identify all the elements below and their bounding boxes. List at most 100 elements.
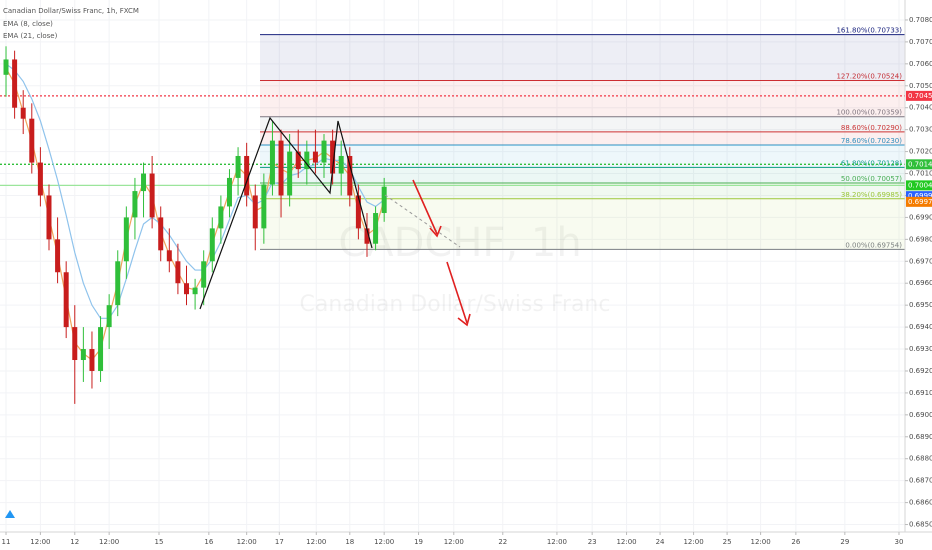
x-tick-label: 26	[791, 538, 800, 546]
x-tick-label: 12:00	[547, 538, 567, 546]
candle-body	[141, 173, 147, 192]
candle-body	[364, 228, 370, 244]
candle-body	[149, 173, 155, 218]
fib-zone	[260, 80, 905, 117]
x-tick-label: 12:00	[306, 538, 326, 546]
candle-body	[192, 287, 198, 295]
candle-body	[244, 155, 250, 196]
price-tag	[906, 90, 932, 101]
candle-body	[338, 155, 344, 174]
x-tick-label: 23	[588, 538, 597, 546]
candle-body	[3, 59, 9, 75]
fib-label: 61.80%(0.70128)	[841, 159, 902, 167]
candle-body	[295, 151, 301, 170]
x-tick-label: 16	[204, 538, 213, 546]
fib-zone	[260, 34, 905, 81]
candle-body	[209, 228, 215, 262]
x-tick-label: 12	[70, 538, 79, 546]
price-tag	[906, 180, 932, 191]
x-tick-label: 24	[656, 538, 665, 546]
ema-line	[5, 63, 385, 319]
x-tick-label: 15	[155, 538, 164, 546]
x-tick-label: 18	[345, 538, 354, 546]
y-tick-label: 0.68500	[909, 521, 932, 529]
fib-zone	[260, 131, 905, 146]
price-tag-label: 0.69971	[908, 198, 932, 206]
price-tag-label: 0.69997	[908, 192, 932, 200]
fib-zone	[260, 116, 905, 132]
fib-zone	[260, 182, 905, 199]
legend-entry: EMA (8, close)	[3, 20, 53, 28]
candle-body	[261, 184, 267, 229]
candle-body	[37, 162, 43, 196]
x-tick-label: 12:00	[30, 538, 50, 546]
fib-label: 50.00%(0.70057)	[841, 175, 902, 183]
watermark-subtitle: Canadian Dollar/Swiss Franc	[300, 292, 611, 317]
candle-body	[55, 239, 61, 273]
drawings	[199, 116, 471, 327]
x-tick-label: 12:00	[374, 538, 394, 546]
candle-body	[80, 349, 86, 361]
legend-entry: EMA (21, close)	[3, 32, 58, 40]
candle-body	[381, 186, 387, 214]
candle-body	[132, 191, 138, 218]
watermark: CADCHF, 1h	[338, 220, 581, 266]
candle-body	[123, 217, 129, 262]
fib-label: 38.20%(0.69985)	[841, 191, 902, 199]
arrow	[412, 179, 438, 235]
candle-body	[175, 261, 181, 284]
fib-label: 78.60%(0.70230)	[841, 137, 902, 145]
price-tag	[906, 191, 932, 202]
candle-body	[184, 283, 190, 295]
candle-body	[46, 195, 52, 240]
arrow	[446, 261, 468, 324]
candle-body	[278, 140, 284, 196]
candle-body	[106, 305, 112, 328]
fib-label: 100.00%(0.70359)	[836, 109, 902, 117]
fib-zone	[260, 145, 905, 168]
x-tick-label: 12:00	[616, 538, 636, 546]
candle-body	[287, 151, 293, 196]
candle-body	[373, 213, 379, 244]
candle-body	[72, 327, 78, 361]
price-tag-label: 0.70142	[908, 160, 932, 168]
x-tick-label: 12:00	[444, 538, 464, 546]
x-tick-label: 12:00	[751, 538, 771, 546]
price-tag-label: 0.70454	[908, 92, 932, 100]
candle-body	[347, 155, 353, 196]
candle-body	[63, 272, 69, 328]
candle-body	[20, 107, 26, 119]
candle-body	[226, 177, 232, 207]
price-tag-label: 0.70046	[908, 181, 932, 189]
x-tick-label: 25	[723, 538, 732, 546]
arrow-head	[457, 313, 471, 327]
chart-title: Canadian Dollar/Swiss Franc, 1h, FXCM	[3, 7, 139, 15]
candle-body	[312, 151, 318, 163]
candle-body	[218, 206, 224, 229]
candle-body	[252, 195, 258, 229]
price-tag	[906, 196, 932, 207]
x-tick-label: 12:00	[237, 538, 257, 546]
fib-label: 88.60%(0.70290)	[841, 124, 902, 132]
candle-body	[166, 250, 172, 262]
pattern-line	[199, 116, 373, 310]
candle-body	[304, 151, 310, 170]
